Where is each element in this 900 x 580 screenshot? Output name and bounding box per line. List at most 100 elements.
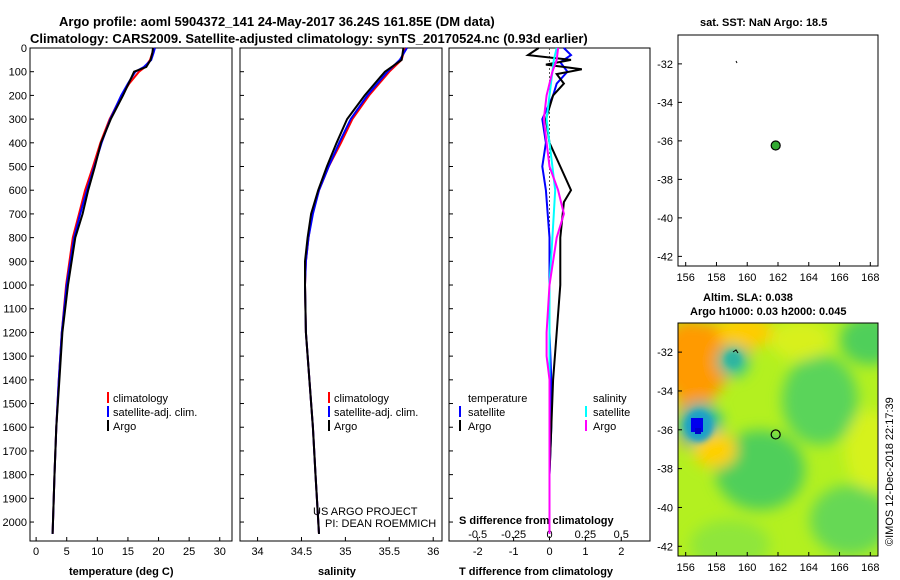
depth-tick-label: 600	[9, 185, 27, 197]
lon-tick-label: 158	[707, 562, 725, 574]
lat-tick-label: -42	[657, 251, 673, 263]
depth-tick-label: 900	[9, 256, 27, 268]
temperature-plot-frame	[29, 47, 233, 542]
legend-label-climatology: climatology	[334, 393, 390, 405]
lat-tick-label: -40	[657, 502, 673, 514]
legend-swatch-s-satellite	[585, 406, 587, 417]
imos-watermark: ©IMOS 12-Dec-2018 22:17:39	[884, 397, 896, 546]
x-tick-label: 35.5	[379, 546, 400, 558]
argo-float-marker	[770, 140, 781, 151]
depth-tick-label: 1600	[3, 422, 27, 434]
t-difference-axis-label: T difference from climatology	[459, 566, 614, 578]
series-line-satellite-adj-clim-	[303, 47, 408, 534]
temperature-axis-label: temperature (deg C)	[69, 566, 174, 578]
sst-map-frame	[677, 34, 879, 267]
legend-swatch-argo	[328, 420, 330, 431]
lon-tick-label: 156	[677, 272, 695, 284]
depth-tick-label: 1400	[3, 375, 27, 387]
depth-tick-label: 700	[9, 209, 27, 221]
lon-tick-label: 166	[830, 272, 848, 284]
series-line-s-satellite	[545, 47, 558, 534]
legend-swatch-satellite	[328, 406, 330, 417]
s-diff-tick-label: -0.5	[468, 529, 487, 541]
series-line-argo	[304, 47, 405, 534]
lon-tick-label: 162	[769, 272, 787, 284]
argo-float-marker	[770, 429, 781, 440]
x-tick-label: 0	[33, 546, 39, 558]
x-tick-label: 30	[214, 546, 226, 558]
sst-map-title: sat. SST: NaN Argo: 18.5	[700, 17, 827, 29]
x-tick-label: 36	[427, 546, 439, 558]
salinity-plot-frame	[239, 47, 443, 542]
lon-tick-label: 168	[861, 272, 879, 284]
depth-tick-label: 800	[9, 233, 27, 245]
credit-pi: PI: DEAN ROEMMICH	[325, 518, 436, 530]
x-tick-label: 0	[546, 546, 552, 558]
salinity-axis-label: salinity	[318, 566, 357, 578]
lon-tick-label: 160	[738, 562, 756, 574]
credit-project: US ARGO PROJECT	[313, 506, 418, 518]
legend-label-argo: Argo	[113, 421, 136, 433]
legend-swatch-s-argo	[585, 420, 587, 431]
legend-label-satellite: satellite-adj. clim.	[334, 407, 418, 419]
series-line-climatology	[303, 47, 407, 534]
lat-tick-label: -42	[657, 541, 673, 553]
depth-tick-label: 2000	[3, 517, 27, 529]
series-line-t-satellite	[541, 47, 573, 534]
sla-map-title-line1: Altim. SLA: 0.038	[703, 292, 793, 304]
lat-tick-label: -38	[657, 174, 673, 186]
lat-tick-label: -32	[657, 59, 673, 71]
lon-tick-label: 166	[830, 562, 848, 574]
lon-tick-label: 168	[861, 562, 879, 574]
lon-tick-label: 156	[677, 562, 695, 574]
x-tick-label: -2	[473, 546, 483, 558]
x-tick-label: 35	[339, 546, 351, 558]
lat-tick-label: -32	[657, 347, 673, 359]
lon-tick-label: 164	[800, 562, 818, 574]
x-tick-label: 2	[618, 546, 624, 558]
lon-tick-label: 164	[800, 272, 818, 284]
depth-tick-label: 200	[9, 90, 27, 102]
legend-label-s-argo: Argo	[593, 421, 616, 433]
legend-label-t-argo: Argo	[468, 421, 491, 433]
x-tick-label: 34	[251, 546, 263, 558]
lat-tick-label: -34	[657, 386, 673, 398]
difference-legend: temperature satellite Argo salinity sate…	[459, 393, 630, 433]
sla-heatmap	[678, 323, 878, 556]
depth-tick-label: 1000	[3, 280, 27, 292]
depth-tick-label: 1100	[3, 304, 27, 316]
x-tick-label: 20	[152, 546, 164, 558]
legend-swatch-argo	[107, 420, 109, 431]
depth-tick-label: 300	[9, 114, 27, 126]
depth-tick-label: 1500	[3, 399, 27, 411]
lat-tick-label: -40	[657, 213, 673, 225]
lat-tick-label: -36	[657, 425, 673, 437]
depth-tick-label: 100	[9, 67, 27, 79]
s-diff-tick-label: 0	[546, 529, 552, 541]
series-line-s-argo	[542, 47, 565, 534]
temperature-legend: climatology satellite-adj. clim. Argo	[107, 392, 197, 433]
chart-marks-layer: 0100200300400500600700800900100011001200…	[3, 43, 880, 574]
s-difference-axis-label: S difference from climatology	[459, 515, 615, 527]
lon-tick-label: 158	[707, 272, 725, 284]
x-tick-label: 25	[183, 546, 195, 558]
series-line-argo	[51, 47, 154, 534]
depth-tick-label: 1700	[3, 446, 27, 458]
legend-heading-salinity: salinity	[593, 393, 627, 405]
x-tick-label: 1	[582, 546, 588, 558]
figure-title-line2: Climatology: CARS2009. Satellite-adjuste…	[30, 31, 588, 46]
salinity-legend: climatology satellite-adj. clim. Argo	[328, 392, 418, 433]
legend-swatch-t-argo	[459, 420, 461, 431]
legend-heading-temperature: temperature	[468, 393, 527, 405]
s-diff-tick-label: -0.25	[501, 529, 526, 541]
legend-swatch-climatology	[328, 392, 330, 403]
legend-label-s-satellite: satellite	[593, 407, 630, 419]
s-diff-tick-label: 0.25	[575, 529, 596, 541]
s-diff-tick-label: 0.5	[614, 529, 629, 541]
x-tick-label: -1	[509, 546, 519, 558]
legend-swatch-satellite	[107, 406, 109, 417]
lon-tick-label: 162	[769, 562, 787, 574]
legend-label-satellite: satellite-adj. clim.	[113, 407, 197, 419]
legend-swatch-t-satellite	[459, 406, 461, 417]
